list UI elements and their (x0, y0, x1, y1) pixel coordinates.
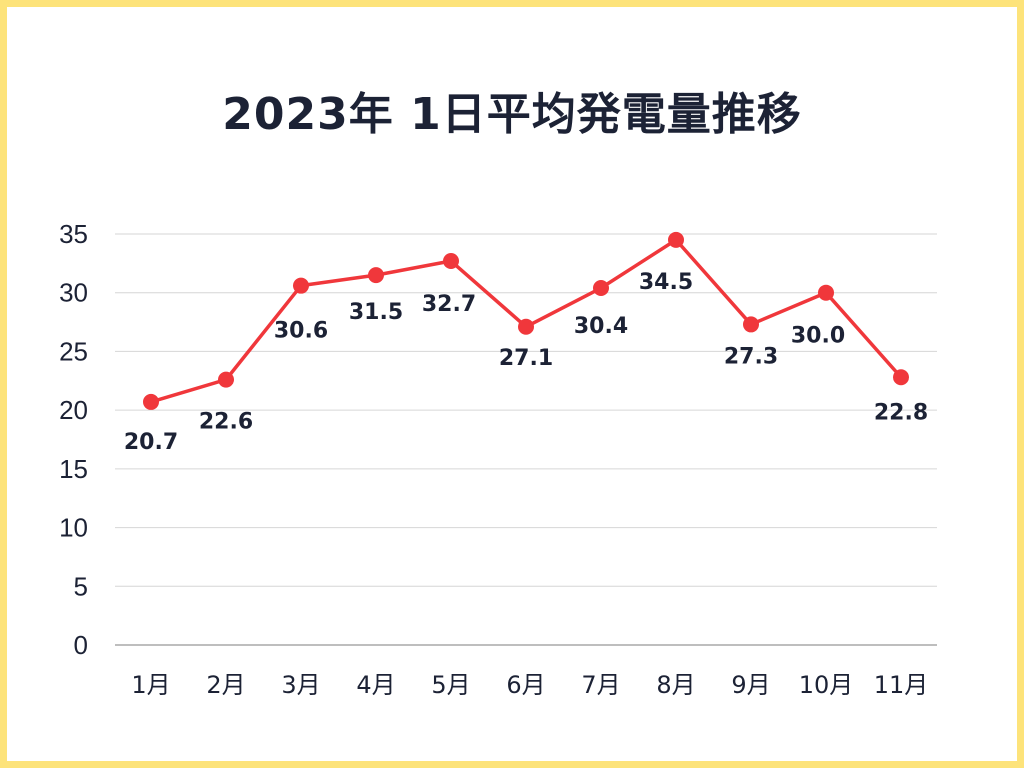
data-label: 20.7 (124, 430, 178, 455)
data-point (443, 253, 459, 270)
x-tick-label: 10月 (799, 671, 854, 699)
y-tick-label: 30 (59, 278, 88, 308)
x-tick-label: 1月 (131, 671, 170, 699)
data-point (593, 280, 609, 297)
data-point (293, 277, 309, 294)
data-point (668, 231, 684, 248)
y-tick-label: 25 (59, 336, 88, 366)
data-label: 27.3 (724, 344, 778, 369)
data-label: 30.6 (274, 319, 328, 344)
x-tick-label: 7月 (581, 671, 620, 699)
x-tick-label: 5月 (431, 671, 470, 699)
data-point (368, 267, 384, 284)
x-tick-label: 4月 (356, 671, 395, 699)
data-point (818, 284, 834, 301)
data-point (143, 393, 159, 410)
chart-title: 2023年 1日平均発電量推移 (222, 89, 802, 140)
y-tick-label: 35 (59, 219, 88, 249)
data-label: 31.5 (349, 300, 403, 325)
x-tick-label: 6月 (506, 671, 545, 699)
data-label: 32.7 (422, 292, 476, 317)
data-label: 22.6 (199, 410, 253, 435)
y-tick-label: 0 (74, 630, 88, 660)
data-label: 27.1 (499, 346, 553, 371)
x-tick-label: 2月 (206, 671, 245, 699)
x-tick-label: 3月 (281, 671, 320, 699)
data-point (893, 369, 909, 386)
x-tick-label: 8月 (656, 671, 695, 699)
y-tick-label: 10 (59, 513, 88, 543)
data-label: 34.5 (639, 270, 693, 295)
data-label: 22.8 (874, 400, 928, 425)
data-point (743, 316, 759, 333)
x-tick-label: 11月 (874, 671, 929, 699)
y-tick-label: 20 (59, 395, 88, 425)
data-label: 30.4 (574, 314, 628, 339)
y-tick-label: 15 (59, 454, 88, 484)
y-tick-label: 5 (74, 571, 88, 601)
data-point (218, 371, 234, 388)
x-tick-label: 9月 (731, 671, 770, 699)
data-point (518, 318, 534, 335)
data-label: 30.0 (791, 324, 845, 349)
